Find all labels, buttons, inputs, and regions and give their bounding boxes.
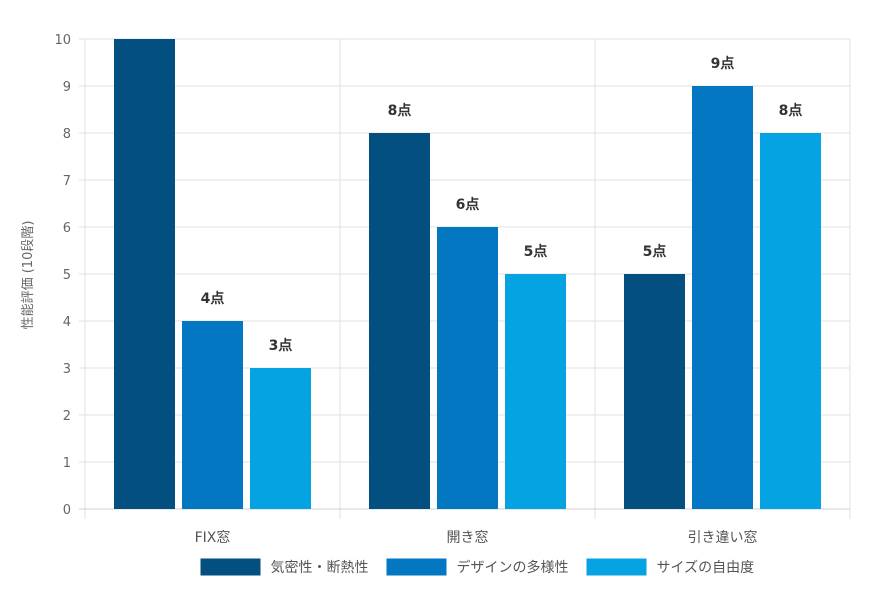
- x-tick-label: FIX窓: [195, 529, 231, 546]
- bar-3[interactable]: [760, 133, 821, 509]
- bar-2[interactable]: [437, 227, 498, 509]
- bar-value-label: 6点: [456, 196, 480, 213]
- y-tick-label: 7: [63, 174, 71, 189]
- legend-swatch-3[interactable]: [586, 558, 647, 576]
- y-tick-label: 1: [63, 456, 71, 471]
- y-tick-label: 10: [54, 33, 71, 48]
- bar-2[interactable]: [182, 321, 243, 509]
- y-axis-label: 性能評価 (10段階): [21, 221, 36, 330]
- legend-label-2[interactable]: デザインの多様性: [457, 559, 569, 576]
- y-tick-label: 3: [63, 362, 71, 377]
- bar-value-label: 4点: [201, 290, 225, 307]
- bar-1[interactable]: [369, 133, 430, 509]
- y-tick-label: 0: [63, 503, 71, 518]
- y-tick-label: 6: [63, 221, 71, 236]
- bar-value-label: 3点: [269, 337, 293, 354]
- bar-2[interactable]: [692, 86, 753, 509]
- data-label-layer: 4点 3点 8点 6点 5点 5点 9点 8点: [201, 55, 803, 354]
- bar-value-label: 5点: [524, 243, 548, 260]
- bar-value-label: 5点: [643, 243, 667, 260]
- bar-1[interactable]: [114, 39, 175, 509]
- legend-label-3[interactable]: サイズの自由度: [657, 560, 755, 576]
- bar-value-label: 8点: [388, 102, 412, 119]
- y-tick-label: 9: [63, 80, 71, 95]
- legend-swatch-2[interactable]: [386, 558, 447, 576]
- y-tick-label: 5: [63, 268, 71, 283]
- y-tick-label: 4: [63, 315, 71, 330]
- bar-3[interactable]: [250, 368, 311, 509]
- x-tick-label: 引き違い窓: [688, 529, 758, 546]
- bar-3[interactable]: [505, 274, 566, 509]
- legend-label-1[interactable]: 気密性・断熱性: [271, 559, 369, 576]
- bar-1[interactable]: [624, 274, 685, 509]
- y-tick-label: 2: [63, 409, 71, 424]
- bar-value-label: 9点: [711, 55, 735, 72]
- x-tick-label: 開き窓: [447, 529, 489, 546]
- legend: 気密性・断熱性 デザインの多様性 サイズの自由度: [200, 558, 755, 576]
- y-tick-label: 8: [63, 127, 71, 142]
- bar-layer: [114, 39, 821, 509]
- legend-swatch-1[interactable]: [200, 558, 261, 576]
- bar-value-label: 8点: [779, 102, 803, 119]
